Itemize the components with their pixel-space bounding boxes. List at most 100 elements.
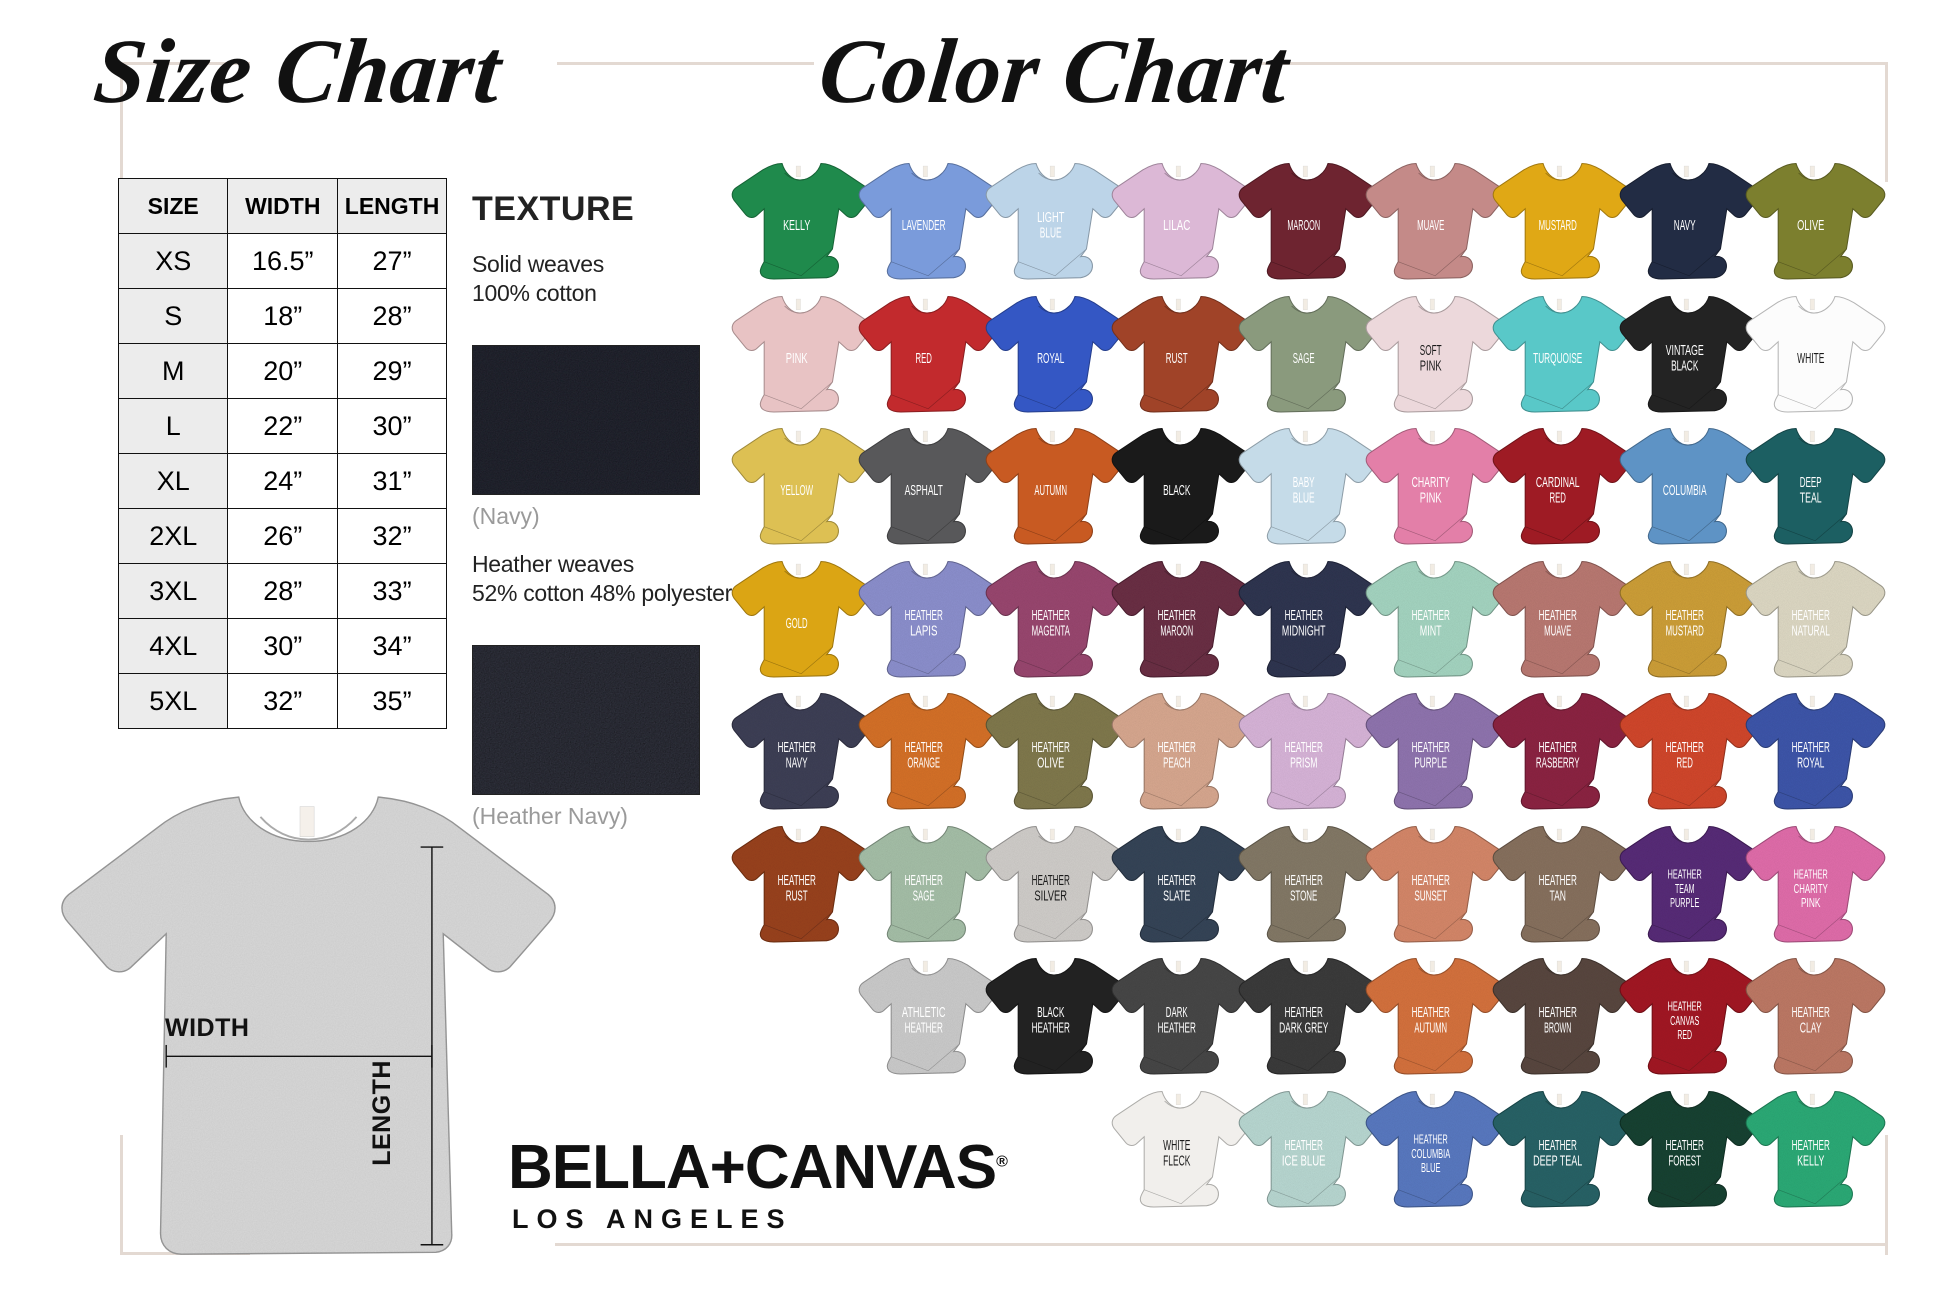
svg-text:PINK: PINK bbox=[1420, 491, 1442, 507]
svg-text:RASBERRY: RASBERRY bbox=[1536, 756, 1580, 772]
svg-text:BLUE: BLUE bbox=[1421, 1159, 1441, 1174]
svg-text:BLUE: BLUE bbox=[1293, 491, 1315, 507]
svg-text:ASPHALT: ASPHALT bbox=[904, 483, 942, 499]
svg-text:PRISM: PRISM bbox=[1290, 756, 1317, 772]
svg-text:MINT: MINT bbox=[1420, 623, 1442, 639]
svg-text:MIDNIGHT: MIDNIGHT bbox=[1282, 623, 1326, 639]
svg-text:MAROON: MAROON bbox=[1288, 218, 1321, 234]
svg-text:HEATHER: HEATHER bbox=[1792, 1137, 1830, 1153]
svg-text:HEATHER: HEATHER bbox=[1538, 872, 1576, 888]
svg-text:NAVY: NAVY bbox=[1673, 218, 1695, 234]
svg-text:LAVENDER: LAVENDER bbox=[902, 218, 946, 234]
svg-text:PURPLE: PURPLE bbox=[1670, 894, 1699, 909]
svg-text:RUST: RUST bbox=[1166, 350, 1188, 366]
svg-text:HEATHER: HEATHER bbox=[1538, 1005, 1576, 1021]
svg-text:HEATHER: HEATHER bbox=[1412, 740, 1450, 756]
svg-text:HEATHER: HEATHER bbox=[1792, 740, 1830, 756]
svg-text:HEATHER: HEATHER bbox=[1665, 607, 1703, 623]
svg-text:SUNSET: SUNSET bbox=[1414, 888, 1447, 904]
svg-text:MAGENTA: MAGENTA bbox=[1031, 623, 1069, 639]
svg-text:PINK: PINK bbox=[1801, 894, 1821, 909]
svg-text:HEATHER: HEATHER bbox=[1158, 872, 1196, 888]
svg-text:BLUE: BLUE bbox=[1039, 226, 1061, 242]
svg-text:HEATHER: HEATHER bbox=[904, 607, 942, 623]
svg-text:KELLY: KELLY bbox=[1797, 1153, 1824, 1169]
svg-text:VINTAGE: VINTAGE bbox=[1665, 342, 1703, 358]
svg-text:CANVAS: CANVAS bbox=[1670, 1013, 1699, 1028]
svg-text:HEATHER: HEATHER bbox=[1285, 740, 1323, 756]
svg-text:PURPLE: PURPLE bbox=[1414, 756, 1447, 772]
svg-text:ROYAL: ROYAL bbox=[1037, 350, 1064, 366]
svg-text:ATHLETIC: ATHLETIC bbox=[902, 1005, 946, 1021]
svg-text:HEATHER: HEATHER bbox=[1414, 1131, 1448, 1146]
svg-text:HEATHER: HEATHER bbox=[1412, 1005, 1450, 1021]
svg-text:HEATHER: HEATHER bbox=[1285, 607, 1323, 623]
svg-text:PINK: PINK bbox=[1420, 358, 1442, 374]
svg-text:HEATHER: HEATHER bbox=[1158, 740, 1196, 756]
svg-text:RED: RED bbox=[1676, 756, 1692, 772]
svg-text:BLACK: BLACK bbox=[1671, 358, 1698, 374]
svg-text:SOFT: SOFT bbox=[1420, 342, 1442, 358]
svg-text:LIGHT: LIGHT bbox=[1037, 210, 1064, 226]
svg-text:HEATHER: HEATHER bbox=[1538, 1137, 1576, 1153]
svg-text:CLAY: CLAY bbox=[1800, 1021, 1822, 1037]
svg-text:MUSTARD: MUSTARD bbox=[1665, 623, 1703, 639]
svg-text:YELLOW: YELLOW bbox=[780, 483, 813, 499]
svg-text:HEATHER: HEATHER bbox=[1031, 607, 1069, 623]
svg-text:MAROON: MAROON bbox=[1161, 623, 1194, 639]
svg-text:SILVER: SILVER bbox=[1034, 888, 1067, 904]
svg-text:NATURAL: NATURAL bbox=[1792, 623, 1830, 639]
svg-text:TAN: TAN bbox=[1549, 888, 1565, 904]
svg-text:BLACK: BLACK bbox=[1037, 1005, 1064, 1021]
svg-text:PINK: PINK bbox=[786, 350, 808, 366]
svg-text:HEATHER: HEATHER bbox=[1158, 1021, 1196, 1037]
svg-text:TEAL: TEAL bbox=[1800, 491, 1822, 507]
svg-text:HEATHER: HEATHER bbox=[1792, 607, 1830, 623]
svg-text:HEATHER: HEATHER bbox=[1665, 1137, 1703, 1153]
svg-text:RED: RED bbox=[1677, 1027, 1692, 1042]
svg-text:AUTUMN: AUTUMN bbox=[1034, 483, 1067, 499]
svg-text:KELLY: KELLY bbox=[783, 218, 810, 234]
svg-text:HEATHER: HEATHER bbox=[904, 740, 942, 756]
svg-text:HEATHER: HEATHER bbox=[1538, 740, 1576, 756]
svg-text:HEATHER: HEATHER bbox=[1794, 866, 1828, 881]
svg-text:COLUMBIA: COLUMBIA bbox=[1411, 1145, 1450, 1160]
svg-text:HEATHER: HEATHER bbox=[778, 740, 816, 756]
svg-text:HEATHER: HEATHER bbox=[1538, 607, 1576, 623]
svg-text:HEATHER: HEATHER bbox=[1031, 1021, 1069, 1037]
svg-text:CHARITY: CHARITY bbox=[1412, 475, 1450, 491]
svg-text:DARK: DARK bbox=[1166, 1005, 1188, 1021]
svg-text:MUAVE: MUAVE bbox=[1544, 623, 1571, 639]
svg-text:HEATHER: HEATHER bbox=[904, 872, 942, 888]
svg-text:CARDINAL: CARDINAL bbox=[1536, 475, 1580, 491]
svg-text:HEATHER: HEATHER bbox=[904, 1021, 942, 1037]
svg-text:RED: RED bbox=[1549, 491, 1565, 507]
svg-text:DEEP TEAL: DEEP TEAL bbox=[1533, 1153, 1582, 1169]
svg-text:HEATHER: HEATHER bbox=[1667, 866, 1701, 881]
svg-text:COLUMBIA: COLUMBIA bbox=[1662, 483, 1706, 499]
svg-text:HEATHER: HEATHER bbox=[1667, 999, 1701, 1014]
svg-text:WHITE: WHITE bbox=[1797, 350, 1824, 366]
svg-text:STONE: STONE bbox=[1290, 888, 1317, 904]
svg-text:ROYAL: ROYAL bbox=[1797, 756, 1824, 772]
svg-text:SAGE: SAGE bbox=[913, 888, 935, 904]
svg-text:TURQUOISE: TURQUOISE bbox=[1533, 350, 1582, 366]
svg-text:MUAVE: MUAVE bbox=[1417, 218, 1444, 234]
svg-text:RED: RED bbox=[915, 350, 931, 366]
svg-text:BABY: BABY bbox=[1293, 475, 1315, 491]
svg-text:HEATHER: HEATHER bbox=[778, 872, 816, 888]
svg-text:FLECK: FLECK bbox=[1163, 1153, 1190, 1169]
svg-text:HEATHER: HEATHER bbox=[1285, 872, 1323, 888]
svg-text:LAPIS: LAPIS bbox=[910, 623, 937, 639]
svg-text:DEEP: DEEP bbox=[1800, 475, 1822, 491]
svg-text:ORANGE: ORANGE bbox=[907, 756, 940, 772]
svg-text:TEAM: TEAM bbox=[1675, 880, 1694, 895]
svg-text:OLIVE: OLIVE bbox=[1037, 756, 1064, 772]
svg-text:HEATHER: HEATHER bbox=[1158, 607, 1196, 623]
svg-text:DARK GREY: DARK GREY bbox=[1279, 1021, 1328, 1037]
svg-text:HEATHER: HEATHER bbox=[1031, 740, 1069, 756]
svg-text:HEATHER: HEATHER bbox=[1412, 872, 1450, 888]
svg-text:HEATHER: HEATHER bbox=[1792, 1005, 1830, 1021]
svg-text:HEATHER: HEATHER bbox=[1285, 1005, 1323, 1021]
svg-text:SLATE: SLATE bbox=[1163, 888, 1190, 904]
